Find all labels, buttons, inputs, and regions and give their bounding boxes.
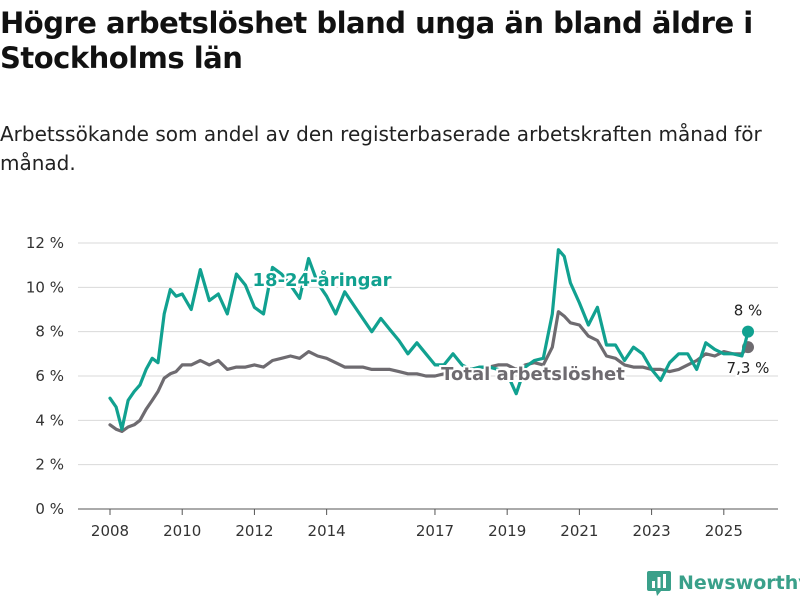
x-tick-label: 2010 [163,522,201,540]
y-tick-label: 6 % [35,367,64,385]
y-tick-label: 10 % [26,278,64,296]
series-endpoint-young [742,325,754,338]
series-label-total: Total arbetslöshet [441,364,625,385]
y-tick-label: 4 % [35,411,64,429]
x-tick-label: 2019 [488,522,526,540]
end-value-total: 7,3 % [727,359,770,377]
newsworthy-logo-icon [647,571,671,596]
x-tick-label: 2017 [416,522,454,540]
y-tick-label: 2 % [35,456,64,474]
brand-logo[interactable]: Newsworthy [646,568,800,598]
x-tick-label: 2014 [308,522,346,540]
brand-name: Newsworthy [678,572,800,594]
y-axis-tick-labels: 0 % 2 % 4 % 6 % 8 % 10 % 12 % [26,234,64,518]
gridlines [78,242,778,466]
chart-title: Högre arbetslöshet bland unga än bland ä… [0,6,753,75]
series-lines [108,248,754,433]
y-tick-label: 8 % [35,323,64,341]
series-label-young: 18-24-åringar [253,269,392,291]
series-line-total [108,310,750,433]
chart-subtitle: Arbetssökande som andel av den registerb… [0,122,762,175]
y-tick-label: 12 % [26,234,64,252]
y-tick-label: 0 % [35,500,64,518]
line-chart: 0 % 2 % 4 % 6 % 8 % 10 % 12 % 2008 2010 2012 2014… [26,234,778,540]
x-tick-label: 2025 [705,522,743,540]
x-tick-label: 2008 [91,522,129,540]
x-axis-ticks: 2008 2010 2012 2014 2017 2019 2021 2023 2025 [91,509,743,540]
series-line-young [108,248,750,431]
x-tick-label: 2021 [560,522,598,540]
end-value-young: 8 % [734,302,763,320]
series-labels: 18-24-åringar Total arbetslöshet 8 % 7,3 % [251,267,771,387]
x-tick-label: 2012 [235,522,273,540]
x-tick-label: 2023 [633,522,671,540]
